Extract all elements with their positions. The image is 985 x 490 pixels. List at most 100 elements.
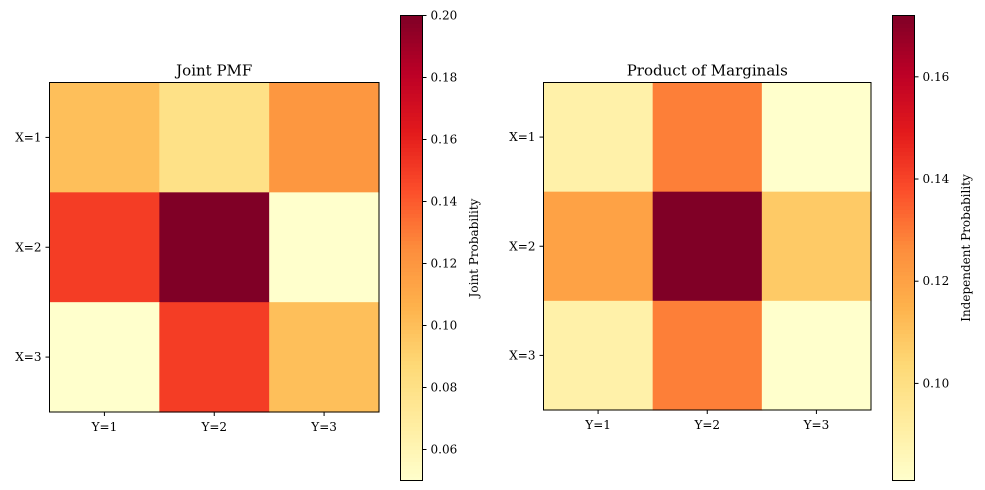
- colorbar-segment: [892, 286, 915, 292]
- x-tick-label: Y=1: [91, 420, 118, 434]
- colorbar-segment: [892, 31, 915, 36]
- colorbar-tick-label: 0.10: [431, 319, 458, 333]
- heatmap-cell: [761, 300, 872, 411]
- colorbar-segment: [892, 213, 915, 218]
- colorbar-segment: [892, 259, 915, 265]
- colorbar-segment: [892, 139, 915, 145]
- colorbar-segment: [892, 294, 915, 300]
- colorbar-segment: [892, 170, 915, 176]
- colorbar-segment: [892, 174, 915, 179]
- colorbar-segment: [892, 375, 915, 381]
- colorbar-segment: [892, 476, 915, 482]
- colorbar-tick-label: 0.08: [431, 381, 458, 395]
- colorbar-segment: [892, 414, 915, 420]
- colorbar-segment: [892, 426, 915, 431]
- colorbar-segment: [892, 127, 915, 133]
- colorbar-segment: [892, 372, 915, 377]
- colorbar-segment: [400, 193, 423, 199]
- x-tick-label: Y=3: [310, 420, 337, 434]
- colorbar-segment: [400, 34, 423, 40]
- colorbar-segment: [400, 325, 423, 331]
- colorbar-segment: [892, 120, 915, 125]
- colorbar-segment: [400, 89, 423, 94]
- colorbar-segment: [400, 352, 423, 358]
- colorbar-segment: [400, 372, 423, 377]
- colorbar-segment: [892, 182, 915, 187]
- colorbar-segment: [892, 321, 915, 327]
- colorbar-segment: [892, 108, 915, 114]
- colorbar-segment: [400, 108, 423, 114]
- colorbar-segment: [400, 112, 423, 117]
- colorbar-segment: [892, 368, 915, 373]
- colorbar-segment: [892, 395, 915, 400]
- colorbar-segment: [400, 158, 423, 164]
- colorbar-segment: [400, 279, 423, 284]
- colorbar-segment: [400, 162, 423, 168]
- colorbar-segment: [892, 224, 915, 230]
- colorbar-segment: [892, 15, 915, 21]
- heatmap-cell: [49, 192, 160, 303]
- colorbar-tick-label: 0.14: [431, 195, 458, 209]
- heatmap-cell: [652, 300, 763, 411]
- colorbar-segment: [400, 310, 423, 315]
- heatmap-cell: [269, 82, 380, 193]
- colorbar-segment: [400, 426, 423, 431]
- colorbar-segment: [400, 302, 423, 307]
- colorbar-segment: [400, 395, 423, 400]
- colorbar-segment: [892, 244, 915, 249]
- colorbar-segment: [892, 178, 915, 183]
- colorbar-segment: [892, 155, 915, 160]
- colorbar-segment: [892, 54, 915, 59]
- colorbar-segment: [400, 93, 423, 98]
- colorbar-tick-label: 0.06: [431, 443, 458, 457]
- colorbar-segment: [400, 135, 423, 141]
- colorbar-segment: [892, 418, 915, 424]
- colorbar-segment: [892, 201, 915, 207]
- colorbar-segment: [892, 38, 915, 44]
- colorbar-segment: [400, 387, 423, 393]
- colorbar-segment: [892, 329, 915, 334]
- colorbar-segment: [400, 143, 423, 148]
- colorbar-segment: [892, 325, 915, 331]
- colorbar-segment: [400, 73, 423, 79]
- colorbar-segment: [892, 100, 915, 106]
- colorbar-segment: [892, 298, 915, 303]
- colorbar-segment: [892, 27, 915, 32]
- colorbar-segment: [400, 217, 423, 222]
- colorbar-tick-label: 0.20: [431, 9, 458, 23]
- y-tick-label: X=1: [15, 130, 41, 144]
- colorbar-segment: [892, 465, 915, 470]
- chart-title: Joint PMF: [174, 62, 252, 80]
- colorbar-segment: [892, 23, 915, 28]
- colorbar-segment: [400, 298, 423, 303]
- colorbar-segment: [892, 58, 915, 63]
- colorbar-segment: [400, 337, 423, 342]
- colorbar-segment: [892, 461, 915, 466]
- heatmap-cell: [543, 191, 654, 302]
- colorbar-segment: [892, 352, 915, 358]
- colorbar-segment: [400, 77, 423, 83]
- colorbar-segment: [892, 96, 915, 102]
- colorbar-segment: [400, 151, 423, 156]
- colorbar-segment: [892, 93, 915, 98]
- colorbar-segment: [400, 155, 423, 160]
- colorbar-segment: [892, 50, 915, 55]
- y-tick-label: X=3: [509, 348, 535, 362]
- colorbar-segment: [400, 174, 423, 179]
- chart-title: Product of Marginals: [627, 62, 788, 80]
- colorbar-segment: [400, 201, 423, 207]
- colorbar-segment: [400, 321, 423, 327]
- colorbar-segment: [892, 282, 915, 288]
- colorbar-segment: [400, 445, 423, 451]
- colorbar-segment: [400, 124, 423, 129]
- colorbar-segment: [400, 461, 423, 466]
- colorbar-segment: [400, 240, 423, 245]
- colorbar-segment: [892, 337, 915, 342]
- colorbar-segment: [400, 275, 423, 280]
- heatmap-cell: [269, 192, 380, 303]
- heatmap-cell: [159, 82, 270, 193]
- colorbar-segment: [400, 131, 423, 137]
- colorbar-segment: [400, 341, 423, 346]
- colorbar-segment: [892, 383, 915, 389]
- colorbar-segment: [400, 166, 423, 172]
